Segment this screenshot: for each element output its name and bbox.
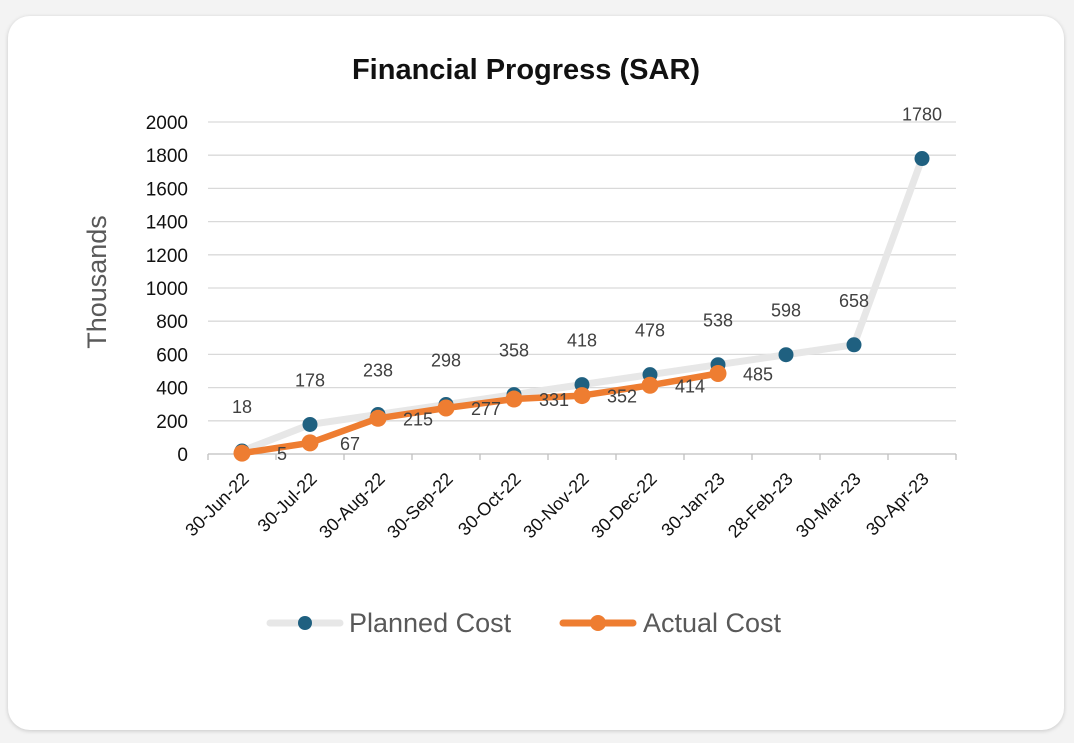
planned-cost-point — [914, 151, 930, 167]
planned-cost-label: 298 — [431, 351, 461, 371]
y-tick-label: 400 — [156, 379, 188, 400]
y-tick-label: 200 — [156, 412, 188, 433]
actual-cost-label: 277 — [471, 399, 501, 419]
actual-cost-label: 352 — [607, 387, 637, 407]
x-tick-label: 30-Jan-23 — [657, 469, 728, 540]
y-tick-label: 1600 — [146, 179, 188, 200]
y-tick-label: 1400 — [146, 213, 188, 234]
x-tick-label: 30-Dec-22 — [587, 469, 661, 543]
actual-cost-point — [709, 364, 727, 382]
y-axis-label: Thousands — [82, 215, 112, 349]
actual-cost-point — [233, 444, 251, 462]
x-tick-label: 30-Jul-22 — [254, 469, 321, 536]
chart-card — [8, 16, 1064, 730]
planned-cost-point — [846, 337, 862, 353]
chart-title: Financial Progress (SAR) — [352, 54, 700, 86]
x-tick-label: 30-Sep-22 — [383, 469, 457, 543]
planned-cost-label: 658 — [839, 291, 869, 311]
x-axis-ticks: 30-Jun-22 30-Jul-2230-Aug-2230-Sep-2230-O… — [181, 469, 932, 543]
actual-cost-label: 215 — [403, 409, 433, 429]
actual-cost-point — [369, 409, 387, 427]
actual-cost-point — [301, 434, 319, 452]
legend-actual-marker — [590, 615, 606, 631]
planned-cost-label: 238 — [363, 360, 393, 380]
planned-cost-label: 18 — [232, 397, 252, 417]
planned-cost-point — [302, 416, 318, 432]
actual-cost-line — [238, 370, 722, 457]
planned-cost-label: 538 — [703, 311, 733, 331]
y-tick-label: 1200 — [146, 246, 188, 267]
x-tick-label: 30-Mar-23 — [792, 469, 865, 542]
actual-cost-label: 485 — [743, 364, 773, 384]
x-tick-label: 30-Aug-22 — [315, 469, 389, 543]
planned-cost-label: 178 — [295, 370, 325, 390]
y-tick-label: 800 — [156, 312, 188, 333]
y-tick-label: 1800 — [146, 146, 188, 167]
y-tick-label: 600 — [156, 345, 188, 366]
actual-cost-label: 67 — [340, 434, 360, 454]
planned-cost-label: 1780 — [902, 105, 942, 125]
planned-cost-label: 358 — [499, 341, 529, 361]
y-axis-ticks: 0 200 400 600 800 1000 1200 1400 1600 1800 2000 — [146, 113, 188, 466]
planned-cost-point — [778, 347, 794, 363]
actual-cost-point — [641, 376, 659, 394]
legend-planned-label: Planned Cost — [349, 608, 512, 638]
actual-cost-point — [573, 387, 591, 405]
actual-cost-label: 414 — [675, 376, 705, 396]
planned-cost-label: 598 — [771, 301, 801, 321]
planned-cost-label: 418 — [567, 331, 597, 351]
x-tick-label: 28-Feb-23 — [724, 469, 797, 542]
actual-cost-label: 331 — [539, 390, 569, 410]
legend: Planned Cost Actual Cost — [266, 608, 782, 638]
actual-cost-point — [505, 390, 523, 408]
y-tick-label: 1000 — [146, 279, 188, 300]
legend-actual-label: Actual Cost — [643, 608, 782, 638]
planned-cost-label: 478 — [635, 321, 665, 341]
y-tick-label: 0 — [177, 445, 188, 466]
x-tick-label: 30-Jun-22 — [181, 469, 252, 540]
x-tick-label: 30-Oct-22 — [454, 469, 525, 540]
actual-cost-point — [437, 399, 455, 417]
data-labels: 18 178 238 298 358 418 478 538 598 658 1780 5 67 215 2… — [232, 105, 942, 465]
planned-cost-line — [238, 155, 926, 455]
actual-cost-label: 5 — [277, 444, 287, 464]
x-tick-label: 30-Apr-23 — [862, 469, 933, 540]
legend-planned-marker — [298, 616, 312, 630]
x-tick-label: 30-Nov-22 — [519, 469, 593, 543]
series-lines — [233, 151, 930, 462]
y-tick-label: 2000 — [146, 113, 188, 134]
